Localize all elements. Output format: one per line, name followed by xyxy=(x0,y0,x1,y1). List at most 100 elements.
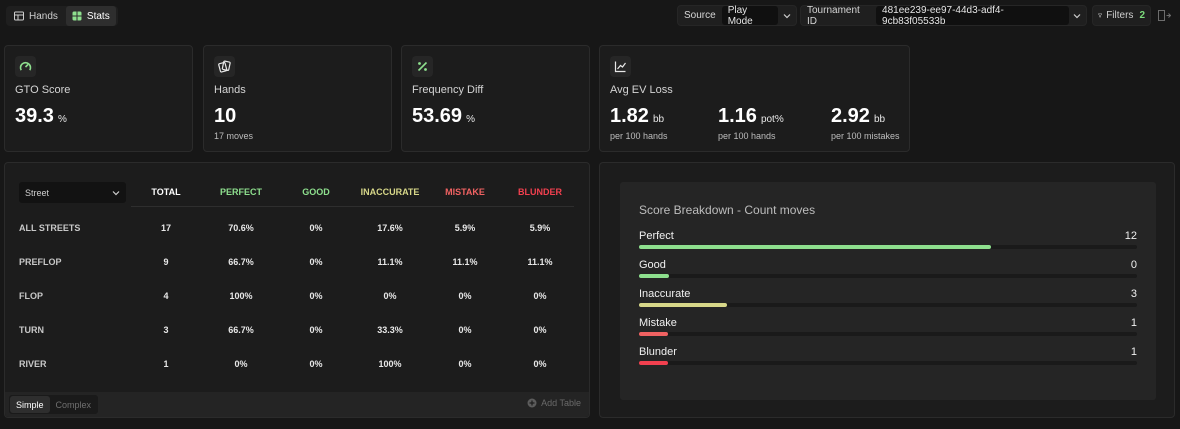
table-cell: 0% xyxy=(309,291,323,301)
gto-score-unit: % xyxy=(57,114,67,125)
column-header-perfect: PERFECT xyxy=(219,187,262,197)
source-label: Source xyxy=(684,10,716,21)
mode-simple[interactable]: Simple xyxy=(10,396,50,413)
table-cell: 0% xyxy=(309,359,323,369)
table-cell: 1 xyxy=(163,359,169,369)
table-cell: 0% xyxy=(383,291,397,301)
table-cell: 0% xyxy=(458,359,472,369)
ev-metric-unit: bb xyxy=(873,114,886,125)
tournament-filter[interactable]: Tournament ID 481ee239-ee97-44d3-adf4-9c… xyxy=(800,4,1087,27)
hands-sub: 17 moves xyxy=(214,131,254,141)
street-select[interactable]: Street xyxy=(19,182,126,203)
ev-metric-unit: pot% xyxy=(760,114,784,125)
table-cell: 0% xyxy=(533,325,547,335)
table-cell: 66.7% xyxy=(228,257,254,267)
row-label: TURN xyxy=(19,325,44,335)
breakdown-label: Inaccurate xyxy=(639,288,691,300)
table-cell: 0% xyxy=(234,359,248,369)
tab-stats-label: Stats xyxy=(86,10,110,22)
column-header-good: GOOD xyxy=(302,187,330,197)
view-tabs: Hands Stats xyxy=(6,6,118,26)
tournament-label: Tournament ID xyxy=(807,4,860,27)
top-bar: Hands Stats Source Play Mode Tournament … xyxy=(0,0,1180,32)
table-cell: 4 xyxy=(163,291,169,301)
table-cell: 0% xyxy=(458,291,472,301)
breakdown-row-mistake: Mistake 1 xyxy=(639,317,1137,339)
table-row: RIVER 1 0% 0% 100% 0% 0% xyxy=(5,356,591,376)
breakdown-count: 3 xyxy=(1130,288,1137,300)
breakdown-row-blunder: Blunder 1 xyxy=(639,346,1137,368)
card-title: GTO Score xyxy=(15,84,71,96)
chevron-down-icon[interactable] xyxy=(778,12,796,20)
funnel-icon xyxy=(1098,13,1103,18)
gto-score-number: 39.3 xyxy=(15,105,54,127)
breakdown-label: Mistake xyxy=(639,317,677,329)
table-cell: 0% xyxy=(309,325,323,335)
tab-stats[interactable]: Stats xyxy=(65,6,116,26)
source-filter[interactable]: Source Play Mode xyxy=(677,5,797,27)
row-label: FLOP xyxy=(19,291,43,301)
table-cell: 11.1% xyxy=(377,257,403,267)
breakdown-track xyxy=(639,303,1137,307)
table-cell: 5.9% xyxy=(529,223,551,233)
score-breakdown-panel: Score Breakdown - Count moves Perfect 12… xyxy=(599,162,1175,418)
breakdown-count: 1 xyxy=(1130,317,1137,329)
tab-hands[interactable]: Hands xyxy=(8,6,64,26)
breakdown-title: Score Breakdown - Count moves xyxy=(639,203,816,217)
mode-complex[interactable]: Complex xyxy=(55,399,92,410)
table-icon xyxy=(14,11,24,21)
table-row: TURN 3 66.7% 0% 33.3% 0% 0% xyxy=(5,322,591,342)
frequency-diff-unit: % xyxy=(466,114,475,125)
breakdown-row-perfect: Perfect 12 xyxy=(639,230,1137,252)
table-row: ALL STREETS 17 70.6% 0% 17.6% 5.9% 5.9% xyxy=(5,220,591,240)
panel-toggle-icon[interactable] xyxy=(1158,9,1171,22)
table-mode-tabs: Simple Complex xyxy=(9,395,99,414)
row-label: ALL STREETS xyxy=(19,223,81,233)
ev-metric-sub: per 100 mistakes xyxy=(831,131,900,141)
tournament-value[interactable]: 481ee239-ee97-44d3-adf4-9cb83f05533b xyxy=(876,5,1069,27)
add-table-button[interactable]: Add Table xyxy=(527,398,581,408)
hands-value: 10 xyxy=(214,105,237,127)
table-cell: 33.3% xyxy=(377,325,403,335)
table-row: PREFLOP 9 66.7% 0% 11.1% 11.1% 11.1% xyxy=(5,254,591,274)
filters-button[interactable]: Filters 2 xyxy=(1092,5,1151,26)
table-cell: 100% xyxy=(378,359,402,369)
column-header-total: TOTAL xyxy=(151,187,181,197)
breakdown-bar xyxy=(639,245,991,249)
table-cell: 0% xyxy=(533,291,547,301)
column-header-inaccurate: INACCURATE xyxy=(360,187,420,197)
ev-metric-value: 2.92 xyxy=(831,105,870,127)
gto-score-card: GTO Score 39.3% xyxy=(4,45,193,152)
table-cell: 3 xyxy=(163,325,169,335)
column-header-mistake: MISTAKE xyxy=(445,187,485,197)
breakdown-track xyxy=(639,332,1137,336)
filters-label: Filters xyxy=(1106,10,1134,21)
table-footer: Simple Complex Add Table xyxy=(5,392,589,417)
card-title: Avg EV Loss xyxy=(610,84,673,96)
breakdown-track xyxy=(639,274,1137,278)
gauge-icon xyxy=(19,61,32,71)
table-cell: 0% xyxy=(309,257,323,267)
table-cell: 9 xyxy=(163,257,169,267)
table-row: FLOP 4 100% 0% 0% 0% 0% xyxy=(5,288,591,308)
line-chart-icon xyxy=(614,61,626,73)
breakdown-count: 12 xyxy=(1124,230,1137,242)
source-value[interactable]: Play Mode xyxy=(721,5,779,27)
ev-metric-sub: per 100 hands xyxy=(718,131,776,141)
table-cell: 0% xyxy=(309,223,323,233)
table-cell: 0% xyxy=(533,359,547,369)
chevron-down-icon xyxy=(112,190,120,195)
card-title: Hands xyxy=(214,84,246,96)
filters-count: 2 xyxy=(1139,10,1145,21)
table-cell: 100% xyxy=(229,291,253,301)
ev-metric-mistakes-bb: 2.92 bb xyxy=(831,105,885,128)
breakdown-bar xyxy=(639,332,669,336)
ev-metric-unit: bb xyxy=(652,114,665,125)
row-label: RIVER xyxy=(19,359,47,369)
column-header-blunder: BLUNDER xyxy=(518,187,562,197)
chevron-down-icon[interactable] xyxy=(1069,12,1086,20)
breakdown-row-inaccurate: Inaccurate 3 xyxy=(639,288,1137,310)
hands-card: Hands 10 17 moves xyxy=(203,45,392,152)
breakdown-track xyxy=(639,245,1137,249)
stats-grid-icon xyxy=(72,11,82,21)
